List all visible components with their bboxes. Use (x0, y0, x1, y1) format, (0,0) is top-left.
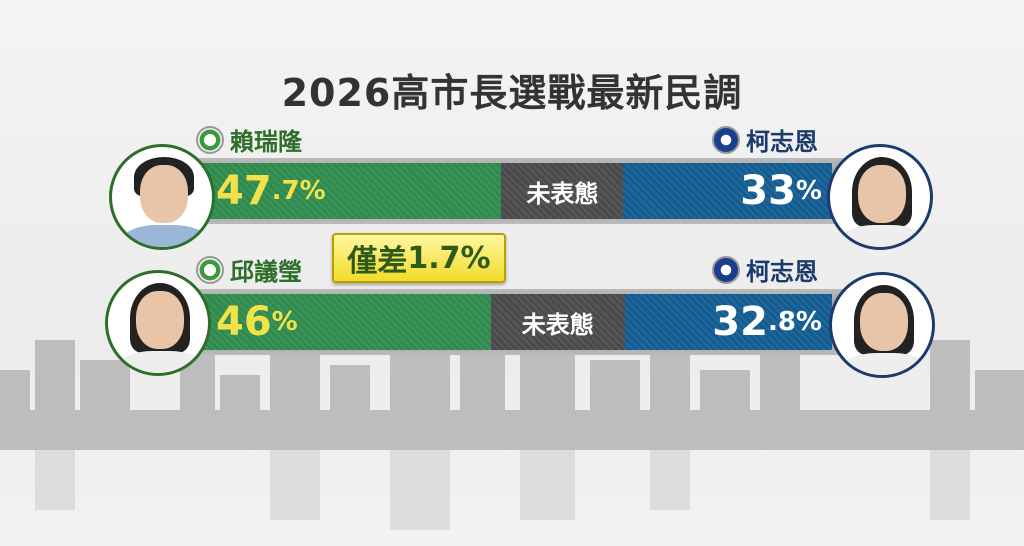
candidate-photo-left-1 (109, 144, 215, 250)
bar-left-value: 46% (200, 294, 491, 350)
value-decimal: .7 (271, 176, 300, 206)
value-percent: % (795, 176, 822, 206)
value-main: 32 (712, 299, 768, 345)
chart-title: 2026高市長選戰最新民調 (281, 71, 743, 115)
kmt-sun-icon (712, 125, 740, 154)
matchup-bar-2: 46% 未表態 32.8% (200, 294, 832, 350)
kmt-sun-icon (712, 255, 740, 284)
value-percent: % (299, 176, 326, 206)
candidate-photo-left-2 (105, 270, 211, 376)
dpp-flag-icon (196, 125, 224, 154)
value-main: 46 (216, 299, 272, 345)
value-decimal: .8 (767, 307, 796, 337)
bar-undecided: 未表態 (501, 163, 624, 219)
dpp-flag-icon (196, 255, 224, 284)
left-candidate-name: 邱議瑩 (230, 258, 302, 286)
bar-left-value: 47.7% (200, 163, 502, 219)
difference-badge: 僅差 1.7% (332, 233, 506, 283)
candidate-photo-right-2 (829, 272, 935, 378)
left-candidate-label-2: 邱議瑩 (196, 252, 302, 287)
value-main: 47 (216, 168, 272, 214)
value-percent: % (271, 307, 298, 337)
bar-undecided: 未表態 (490, 294, 625, 350)
value-main: 33 (740, 168, 796, 214)
right-candidate-name: 柯志恩 (746, 128, 818, 156)
bar-right-value: 33% (623, 163, 832, 219)
right-candidate-name: 柯志恩 (746, 258, 818, 286)
right-candidate-label-2: 柯志恩 (712, 252, 818, 287)
right-candidate-label-1: 柯志恩 (712, 122, 818, 157)
badge-prefix: 僅差 (347, 244, 408, 279)
left-candidate-label-1: 賴瑞隆 (196, 122, 302, 157)
value-percent: % (795, 307, 822, 337)
badge-value: 1.7% (407, 240, 491, 276)
city-skyline-background (0, 330, 1024, 530)
bar-right-value: 32.8% (624, 294, 832, 350)
left-candidate-name: 賴瑞隆 (230, 128, 302, 156)
matchup-bar-1: 47.7% 未表態 33% (200, 163, 832, 219)
candidate-photo-right-1 (827, 144, 933, 250)
